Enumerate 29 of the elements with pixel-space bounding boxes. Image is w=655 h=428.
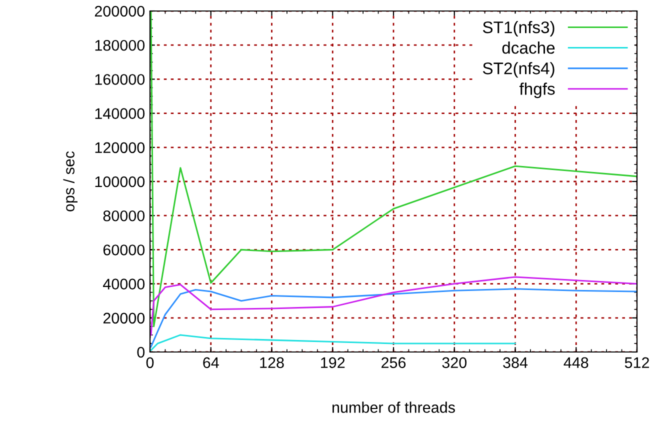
y-tick-label: 120000 xyxy=(95,142,145,154)
y-tick-label: 80000 xyxy=(103,210,145,222)
line-series xyxy=(150,334,516,352)
y-tick-label: 200000 xyxy=(94,6,145,17)
x-tick-label: 384 xyxy=(503,357,528,368)
y-tick-label: 160000 xyxy=(95,74,145,85)
x-tick-label: 0 xyxy=(146,357,154,368)
y-tick-label: 60000 xyxy=(103,244,145,256)
y-tick-label: 20000 xyxy=(103,312,145,324)
y-axis-title: ops / sec xyxy=(63,151,78,212)
x-tick-label: 64 xyxy=(203,357,219,368)
x-tick-label: 128 xyxy=(260,357,284,368)
y-tick-label: 0 xyxy=(137,346,145,358)
y-tick-label: 180000 xyxy=(95,40,145,51)
line-series xyxy=(150,288,637,348)
legend-label: dcache xyxy=(502,42,555,54)
legend-label: ST2(nfs4) xyxy=(482,62,554,78)
legend-label: ST1(nfs3) xyxy=(482,21,554,37)
line-series xyxy=(150,276,637,336)
y-tick-label: 40000 xyxy=(103,278,145,290)
legend-label: fhgfs xyxy=(519,82,555,98)
y-tick-label: 100000 xyxy=(95,176,145,188)
x-tick-label: 512 xyxy=(624,357,649,368)
x-axis-title: number of threads xyxy=(332,402,455,413)
y-tick-label: 140000 xyxy=(95,108,145,119)
x-tick-label: 192 xyxy=(321,357,345,368)
x-tick-label: 320 xyxy=(442,357,467,368)
x-tick-label: 448 xyxy=(564,357,588,368)
x-tick-label: 256 xyxy=(382,357,406,368)
